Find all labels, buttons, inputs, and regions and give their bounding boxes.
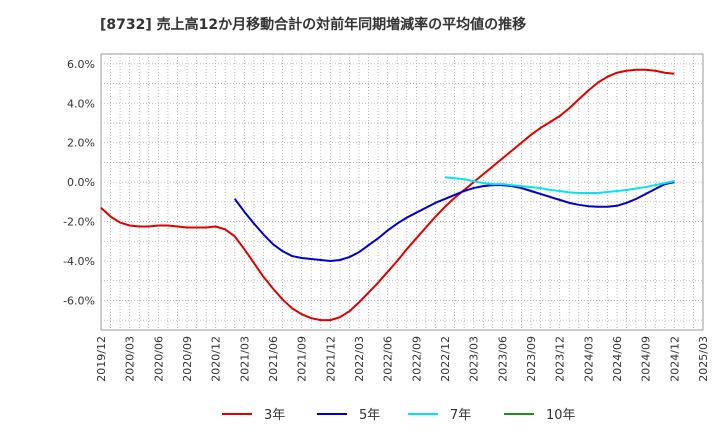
x-axis-ticks: 2019/12 2020/03 2020/06 2020/09 2020/12 2021/… (95, 336, 710, 382)
legend: 3年 5年 7年 10年 (222, 408, 576, 423)
x-tick-label: 2024/06 (611, 336, 624, 382)
legend-label: 7年 (450, 408, 471, 423)
series-lines (100, 68, 675, 322)
x-tick-label: 2023/06 (496, 336, 509, 382)
series-line-7年 (444, 176, 675, 194)
y-tick-label: 2.0% (67, 137, 95, 150)
legend-label: 3年 (264, 408, 285, 423)
x-tick-label: 2020/12 (210, 336, 223, 382)
x-tick-label: 2022/09 (410, 336, 423, 382)
x-tick-label: 2024/03 (582, 336, 595, 382)
y-tick-label: -4.0% (63, 255, 95, 268)
y-tick-label: 0.0% (67, 176, 95, 189)
series-line-5年 (233, 181, 675, 262)
x-tick-label: 2020/03 (124, 336, 137, 382)
series-line-3年 (100, 68, 675, 322)
y-tick-label: -2.0% (63, 216, 95, 229)
x-tick-label: 2023/09 (525, 336, 538, 382)
x-tick-label: 2020/09 (181, 336, 194, 382)
x-tick-label: 2021/12 (324, 336, 337, 382)
x-tick-label: 2022/03 (353, 336, 366, 382)
x-tick-label: 2021/06 (267, 336, 280, 382)
x-tick-label: 2022/12 (439, 336, 452, 382)
x-tick-label: 2021/09 (296, 336, 309, 382)
x-tick-label: 2021/03 (238, 336, 251, 382)
x-tick-label: 2024/09 (640, 336, 653, 382)
x-tick-label: 2020/06 (152, 336, 165, 382)
legend-label: 10年 (546, 408, 576, 423)
y-axis-ticks: 6.0% 4.0% 2.0% 0.0% -2.0% -4.0% -6.0% (63, 58, 95, 308)
x-tick-label: 2025/03 (697, 336, 710, 382)
x-tick-label: 2023/12 (554, 336, 567, 382)
x-tick-label: 2023/03 (468, 336, 481, 382)
chart-title: [8732] 売上高12か月移動合計の対前年同期増減率の平均値の推移 (100, 16, 526, 33)
x-tick-label: 2022/06 (382, 336, 395, 382)
legend-label: 5年 (359, 408, 380, 423)
y-tick-label: -6.0% (63, 294, 95, 307)
y-tick-label: 4.0% (67, 97, 95, 110)
x-tick-label: 2024/12 (668, 336, 681, 382)
x-tick-label: 2019/12 (95, 336, 108, 382)
y-tick-label: 6.0% (67, 58, 95, 71)
